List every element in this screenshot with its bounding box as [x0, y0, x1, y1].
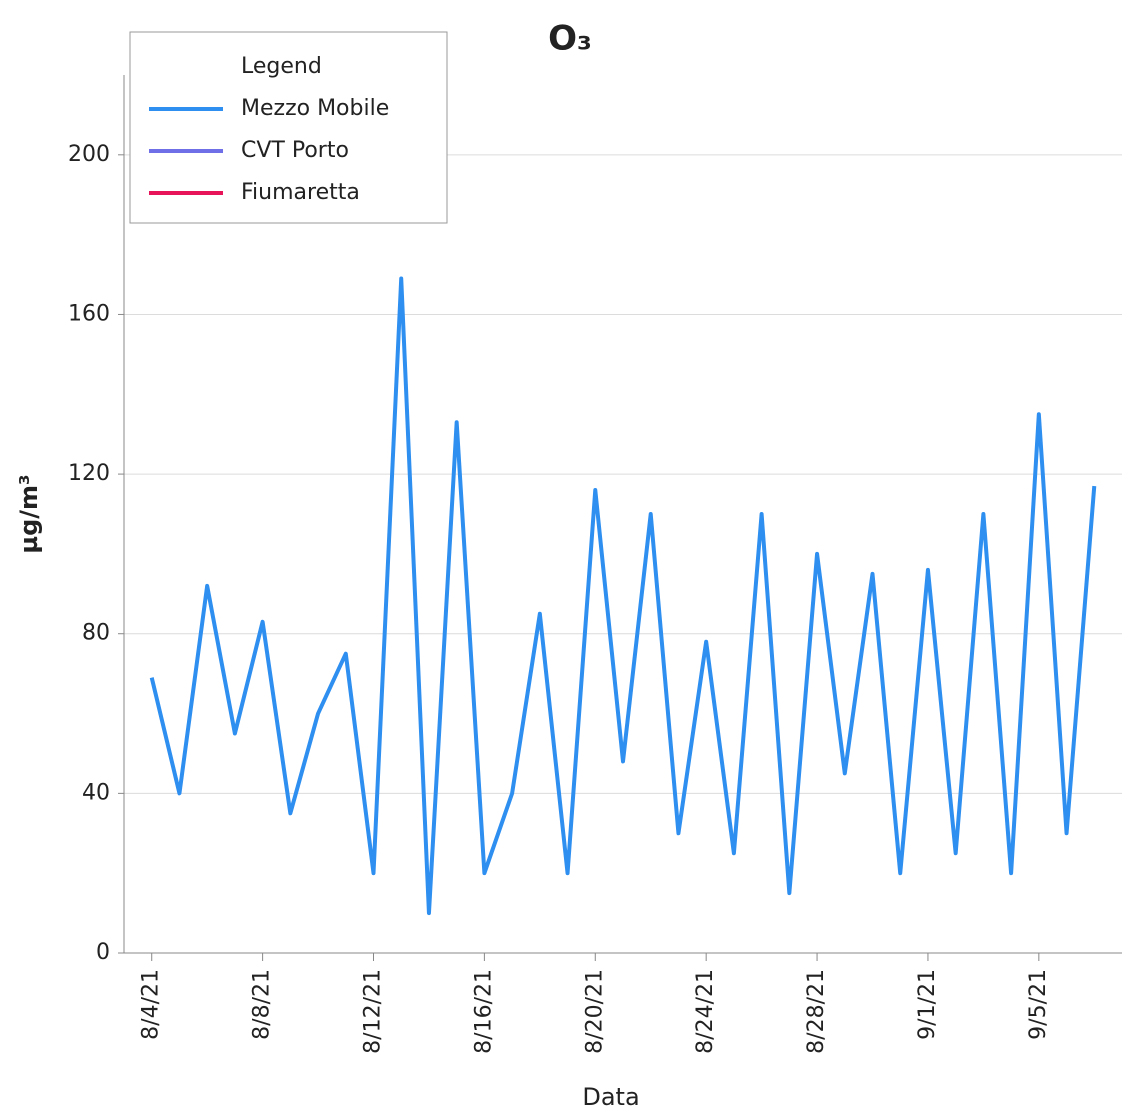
y-tick-label: 0: [96, 940, 110, 965]
x-tick-label: 8/20/21: [582, 969, 607, 1054]
x-tick-label: 8/12/21: [361, 969, 386, 1054]
x-tick-label: 8/8/21: [250, 969, 275, 1040]
chart-title: O₃: [548, 19, 592, 59]
legend-label: CVT Porto: [241, 138, 349, 163]
legend-label: Mezzo Mobile: [241, 96, 389, 121]
x-tick-label: 8/4/21: [139, 969, 164, 1040]
x-axis-label: Data: [582, 1083, 639, 1111]
x-tick-label: 9/1/21: [915, 969, 940, 1040]
x-tick-label: 8/16/21: [471, 969, 496, 1054]
y-tick-label: 200: [68, 142, 110, 167]
legend-label: Fiumaretta: [241, 180, 360, 205]
legend: Legend Mezzo Mobile CVT Porto Fiumaretta: [129, 31, 448, 224]
y-axis-label: µg/m³: [15, 474, 43, 553]
legend-title: Legend: [241, 54, 322, 79]
x-tick-label: 9/5/21: [1026, 969, 1051, 1040]
y-tick-label: 160: [68, 301, 110, 326]
x-tick-label: 8/28/21: [804, 969, 829, 1054]
y-tick-label: 40: [82, 780, 110, 805]
x-tick-label: 8/24/21: [693, 969, 718, 1054]
y-tick-label: 120: [68, 461, 110, 486]
series-line: [149, 276, 1097, 916]
y-tick-label: 80: [82, 621, 110, 646]
